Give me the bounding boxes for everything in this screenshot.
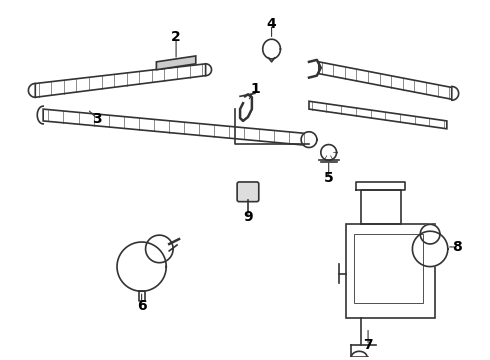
Text: 8: 8	[452, 240, 462, 254]
Polygon shape	[309, 101, 447, 129]
Polygon shape	[319, 62, 452, 99]
Polygon shape	[301, 132, 317, 148]
Polygon shape	[43, 109, 309, 145]
FancyBboxPatch shape	[237, 182, 259, 202]
Text: 2: 2	[171, 30, 181, 44]
Text: 5: 5	[324, 171, 334, 185]
Polygon shape	[35, 64, 206, 97]
Text: 6: 6	[137, 299, 147, 313]
Text: 3: 3	[93, 112, 102, 126]
Polygon shape	[156, 56, 196, 70]
Polygon shape	[420, 224, 440, 244]
Polygon shape	[346, 224, 435, 318]
Polygon shape	[117, 242, 166, 291]
Text: 9: 9	[243, 210, 253, 224]
Polygon shape	[413, 231, 448, 267]
Polygon shape	[146, 235, 173, 263]
Text: 7: 7	[363, 338, 373, 352]
Text: 4: 4	[267, 17, 276, 31]
Text: 1: 1	[250, 82, 260, 96]
